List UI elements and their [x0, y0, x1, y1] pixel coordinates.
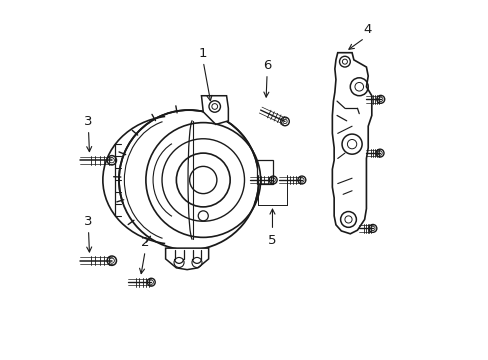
Polygon shape: [332, 53, 371, 234]
Text: 3: 3: [84, 114, 93, 128]
Text: 6: 6: [263, 59, 271, 72]
Text: 1: 1: [199, 47, 207, 60]
Text: 5: 5: [268, 234, 276, 247]
Text: 4: 4: [363, 23, 371, 36]
Polygon shape: [257, 160, 273, 184]
Text: 3: 3: [84, 215, 93, 228]
Polygon shape: [165, 248, 208, 270]
Text: 2: 2: [141, 236, 149, 249]
Polygon shape: [201, 96, 228, 125]
